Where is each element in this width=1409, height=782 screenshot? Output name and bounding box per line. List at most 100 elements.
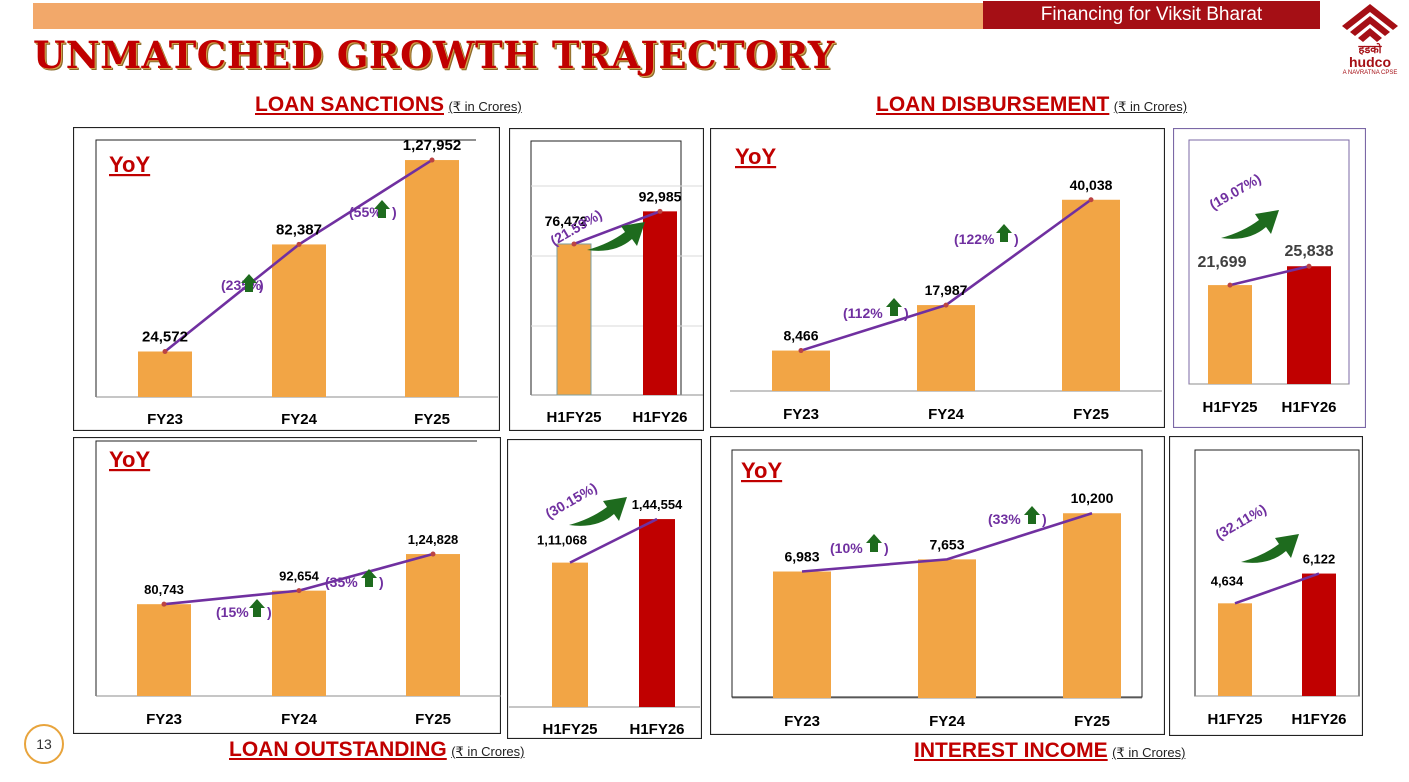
chart-svg: FY23 FY24 FY25 8,466 17,987 40,038 YoY (112%) (1… <box>710 128 1165 428</box>
tagline-banner: Financing for Viksit Bharat <box>983 1 1320 29</box>
up-arrow-icon <box>866 534 882 552</box>
logo-name: hudco <box>1349 54 1391 70</box>
section-unit: (₹ in Crores) <box>448 99 522 114</box>
growth-label: (15% <box>216 604 249 620</box>
bar-fy24 <box>272 590 326 696</box>
bar-fy23 <box>137 604 191 696</box>
plot-frame <box>95 139 476 397</box>
up-arrow-icon <box>361 569 377 587</box>
data-label: 92,654 <box>279 569 320 584</box>
sanctions-annual-chart: FY23 FY24 FY25 24,572 82,387 1,27,952 YoY (235%… <box>73 127 500 431</box>
trend-point <box>296 588 302 594</box>
bar-fy23 <box>138 351 192 397</box>
data-label: 6,122 <box>1303 552 1336 567</box>
trend-point <box>429 157 435 163</box>
top-accent-bar <box>33 3 985 29</box>
x-tick-label: H1FY25 <box>1207 711 1262 728</box>
bar-h1fy26 <box>643 211 677 395</box>
trend-point <box>1306 263 1312 269</box>
data-label: 7,653 <box>929 536 964 552</box>
x-tick-label: H1FY26 <box>632 409 687 426</box>
trend-point <box>430 551 436 557</box>
interest-half-year-chart: H1FY25 H1FY26 4,634 6,122 (32.11%) <box>1169 436 1363 736</box>
chart-svg: H1FY25 H1FY26 4,634 6,122 (32.11%) <box>1169 436 1363 736</box>
x-tick-label: FY24 <box>281 711 318 728</box>
trend-point <box>798 348 804 354</box>
data-label: 6,983 <box>784 549 819 565</box>
x-tick-label: FY23 <box>146 711 182 728</box>
trend-point <box>657 208 663 214</box>
x-tick-label: H1FY26 <box>629 721 684 738</box>
chart-svg: FY23 FY24 FY25 6,983 7,653 10,200 YoY (10%) (33%… <box>710 436 1165 735</box>
x-tick-label: H1FY25 <box>542 721 597 738</box>
growth-label: (35% <box>325 574 358 590</box>
chart-frame <box>1173 128 1366 428</box>
x-tick-label: FY25 <box>414 411 450 428</box>
interest-annual-chart: FY23 FY24 FY25 6,983 7,653 10,200 YoY (10%) (33%… <box>710 436 1165 735</box>
data-label: 17,987 <box>925 282 968 298</box>
chart-frame <box>710 128 1165 428</box>
bar-fy24 <box>918 559 976 698</box>
up-arrow-icon <box>241 274 257 292</box>
trend-point <box>1227 282 1233 288</box>
chart-frame <box>710 436 1165 735</box>
section-unit: (₹ in Crores) <box>1113 99 1188 114</box>
x-tick-label: H1FY25 <box>1202 399 1257 416</box>
outstanding-half-year-chart: H1FY25 H1FY26 1,11,068 1,44,554 (30.15%) <box>507 439 702 739</box>
x-tick-label: FY23 <box>147 411 183 428</box>
curved-up-arrow-icon <box>569 497 627 526</box>
x-tick-label: H1FY25 <box>546 409 601 426</box>
data-label: 82,387 <box>276 221 322 238</box>
section-title: LOAN OUTSTANDING <box>229 738 447 761</box>
section-unit: (₹ in Crores) <box>1112 745 1186 760</box>
chart-title: YoY <box>109 447 150 472</box>
section-unit: (₹ in Crores) <box>451 744 525 759</box>
growth-label: (10% <box>830 540 863 556</box>
sanctions-half-year-chart: H1FY25 H1FY26 76,472 92,985 (21.59%) <box>509 128 704 431</box>
trend-point <box>571 241 577 247</box>
logo-hindi-text: हडको <box>1358 44 1382 56</box>
trend-line <box>1229 264 1310 287</box>
trend-line <box>1234 572 1320 605</box>
bar-fy25 <box>1062 199 1120 391</box>
chart-title: YoY <box>109 152 150 177</box>
growth-label-close: ) <box>1042 511 1047 527</box>
growth-label-close: ) <box>267 604 272 620</box>
data-label: 76,472 <box>545 213 588 229</box>
up-arrow-icon <box>1024 506 1040 524</box>
data-label: 24,572 <box>142 328 188 345</box>
x-tick-label: FY25 <box>1074 713 1110 730</box>
up-arrow-icon <box>374 200 390 218</box>
x-tick-label: FY25 <box>415 711 451 728</box>
plot-frame <box>530 140 682 395</box>
growth-label: (55% <box>349 204 382 220</box>
growth-label-close: ) <box>379 574 384 590</box>
growth-label: (112% <box>843 305 883 321</box>
up-arrow-icon <box>996 224 1012 242</box>
growth-label-close: ) <box>904 305 909 321</box>
trend-point <box>1088 197 1094 203</box>
x-tick-label: FY24 <box>928 406 965 423</box>
data-label: 25,838 <box>1285 243 1334 260</box>
chart-title: YoY <box>741 458 782 483</box>
bar-h1fy26 <box>1287 266 1331 384</box>
trend-point <box>162 348 168 354</box>
trend-point <box>161 601 167 607</box>
curved-up-arrow-icon <box>1241 534 1299 563</box>
loan-sanctions-heading: LOAN SANCTIONS (₹ in Crores) <box>255 93 522 117</box>
bar-fy24 <box>272 244 326 397</box>
trend-line <box>801 512 1093 573</box>
growth-label-close: ) <box>259 277 264 293</box>
x-tick-label: FY23 <box>784 713 820 730</box>
growth-label: (32.11%) <box>1213 501 1270 543</box>
bar-fy25 <box>406 554 460 696</box>
bar-fy23 <box>773 571 831 698</box>
data-label: 8,466 <box>783 328 818 344</box>
growth-label: (19.07%) <box>1207 170 1264 212</box>
outstanding-annual-chart: FY23 FY24 FY25 80,743 92,654 1,24,828 YoY (15%)… <box>73 437 501 734</box>
chart-title: YoY <box>735 144 776 169</box>
data-label: 80,743 <box>144 582 184 597</box>
data-label: 92,985 <box>639 188 682 204</box>
bar-h1fy26 <box>1302 573 1336 696</box>
